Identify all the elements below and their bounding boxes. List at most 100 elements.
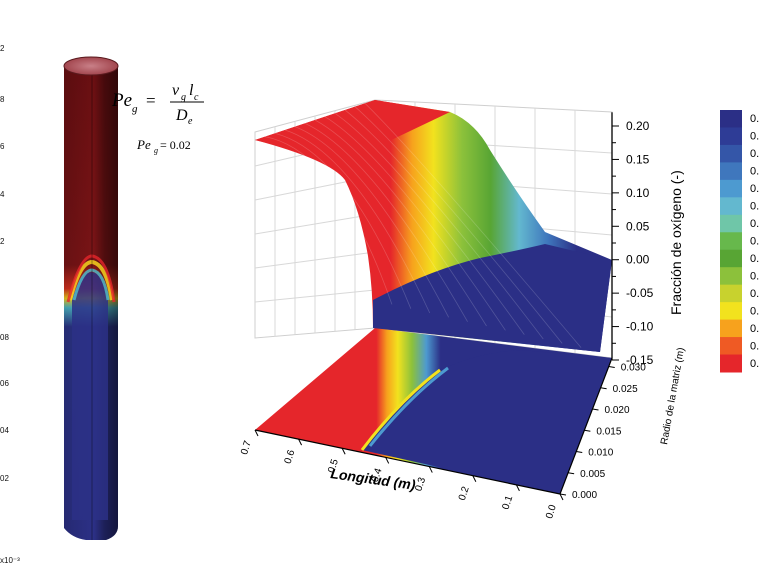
y-axis-line [559, 357, 613, 495]
colorbar-label: 0. [750, 305, 759, 317]
x-tick-mark [559, 493, 564, 501]
colorbar-label: 0. [750, 323, 759, 335]
colorbar-swatch [720, 319, 742, 338]
z-tick-label: 0.15 [626, 152, 650, 166]
z-tick-label: -0.10 [626, 320, 654, 334]
equation-numerator-v: v [172, 82, 180, 99]
colorbar-swatch [720, 179, 742, 198]
z-axis-label: Fracción de oxígeno (-) [668, 170, 684, 315]
x-tick-label: 0.0 [544, 503, 559, 520]
x-axis-line [254, 429, 561, 495]
x-tick-mark [298, 438, 303, 446]
colorbar-label: 0. [750, 288, 759, 300]
left-scale-tick: 06 [0, 379, 9, 388]
y-tick-label: 0.030 [621, 363, 646, 374]
left-scale-tick: 4 [0, 190, 5, 199]
left-scale-tick: 8 [0, 95, 5, 104]
colorbar-swatch [720, 197, 742, 216]
oxygen-surface [255, 100, 612, 352]
colorbar-label: 0. [750, 358, 759, 370]
colorbar-swatch [720, 162, 742, 181]
colorbar-label: 0. [750, 183, 759, 195]
colorbar-swatch [720, 302, 742, 321]
colorbar-swatch [720, 144, 742, 163]
equation-denominator-sub: e [188, 116, 193, 127]
y-tick-mark [559, 493, 567, 496]
y-tick-label: 0.025 [613, 384, 638, 395]
colorbar-label: 0. [750, 253, 759, 265]
colorbar-swatch [720, 232, 742, 251]
colorbar-label: 0. [750, 113, 759, 125]
y-tick-mark [584, 429, 591, 432]
left-scale-tick: 6 [0, 142, 5, 151]
colorbar-label: 0. [750, 166, 759, 178]
z-tick-label: 0.05 [626, 219, 650, 233]
x-tick-label: 0.1 [501, 494, 516, 511]
x-tick-label: 0.7 [239, 439, 254, 456]
left-scale-tick: 02 [0, 474, 9, 483]
y-axis: 0.030 0.025 0.020 0.015 0.010 0.005 0.000 [559, 357, 646, 501]
equation-numerator-v-sub: g [181, 92, 186, 103]
left-scale-tick: 2 [0, 237, 5, 246]
y-axis-label: Radio de la matriz (m) [659, 347, 687, 446]
svg-text:=: = [146, 91, 156, 110]
y-tick-mark [592, 408, 599, 411]
colorbar-label: 0. [750, 201, 759, 213]
x-tick-label: 0.3 [413, 476, 428, 493]
equation-numerator-l-sub: c [194, 92, 199, 103]
left-scale-tick: 2 [0, 44, 5, 53]
left-scale-multiplier: x10⁻³ [0, 556, 20, 565]
x-tick-mark [515, 484, 520, 492]
x-tick-label: 0.4 [370, 467, 385, 484]
colorbar-swatch [720, 337, 742, 356]
colorbar: 0. 0. 0. 0. 0. 0. 0. 0. 0. 0. 0. 0. 0. 0. 0. [720, 110, 759, 373]
cylinder-rod [63, 56, 119, 540]
colorbar-label: 0. [750, 235, 759, 247]
colorbar-swatch [720, 354, 742, 373]
equation-numerator-l: l [189, 82, 194, 99]
peclet-equation: Pe g = v g l c D e Pe g = 0.02 [111, 82, 204, 155]
colorbar-swatch [720, 267, 742, 286]
surface-plot-3d: 0.20 0.15 0.10 0.05 0.00 -0.05 -0.10 -0.15 Frac… [239, 99, 687, 520]
x-axis: 0.7 0.6 0.5 0.4 0.3 0.2 0.1 0.0 [239, 429, 564, 520]
z-axis: 0.20 0.15 0.10 0.05 0.00 -0.05 -0.10 -0.15 [611, 112, 654, 367]
z-tick-label: 0.10 [626, 186, 650, 200]
colorbar-swatch [720, 110, 742, 128]
z-tick-label: 0.00 [626, 253, 650, 267]
equation-lhs: Pe [111, 90, 132, 111]
x-tick-mark [428, 466, 433, 473]
colorbar-label: 0. [750, 340, 759, 352]
colorbar-swatch [720, 249, 742, 268]
y-tick-label: 0.005 [580, 469, 605, 480]
left-scale-tick: 08 [0, 333, 9, 342]
z-tick-label: -0.15 [626, 353, 654, 367]
x-tick-mark [472, 475, 477, 482]
colorbar-swatch [720, 127, 742, 146]
peclet-value: = 0.02 [160, 138, 191, 152]
y-tick-mark [568, 472, 575, 475]
peclet-value-lhs: Pe [136, 137, 151, 152]
y-tick-label: 0.010 [588, 448, 613, 459]
colorbar-label: 0. [750, 218, 759, 230]
x-tick-mark [254, 429, 259, 437]
z-tick-label: 0.20 [626, 119, 650, 133]
x-tick-label: 0.5 [326, 457, 341, 474]
x-tick-mark [385, 457, 390, 464]
colorbar-label: 0. [750, 131, 759, 143]
y-tick-mark [600, 387, 607, 390]
x-tick-label: 0.6 [283, 448, 298, 465]
left-color-scale-ticks: 2 8 6 4 2 08 06 04 02 [0, 44, 9, 483]
colorbar-swatch [720, 284, 742, 303]
y-tick-mark [576, 451, 583, 453]
y-tick-label: 0.020 [605, 405, 630, 416]
y-tick-label: 0.015 [596, 426, 621, 437]
x-tick-mark [341, 448, 346, 455]
y-tick-mark [608, 366, 615, 368]
equation-denominator: D [175, 107, 188, 124]
x-tick-label: 0.2 [457, 485, 472, 502]
colorbar-label: 0. [750, 148, 759, 160]
colorbar-label: 0. [750, 270, 759, 282]
peclet-value-lhs-sub: g [154, 146, 158, 155]
equation-lhs-sub: g [132, 103, 138, 115]
z-tick-label: -0.05 [626, 286, 654, 300]
